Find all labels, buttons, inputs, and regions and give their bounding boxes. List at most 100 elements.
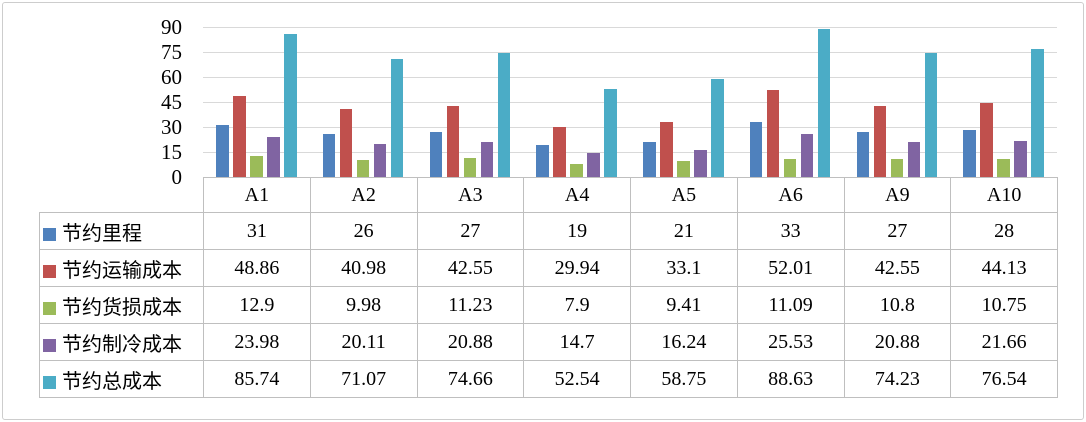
bar-a4-series2	[553, 127, 566, 177]
value-cell-a2-series1: 26	[309, 212, 418, 250]
bar-a9-series5	[924, 53, 938, 177]
value-cell-a6-series1: 33	[736, 212, 845, 250]
series-name: 节约总成本	[62, 370, 162, 393]
value-cell-a1-series5: 85.74	[203, 360, 311, 398]
y-axis-tick-label: 30	[161, 115, 182, 139]
bar-a2-series1	[322, 133, 336, 177]
value-cell-a3-series4: 20.88	[416, 323, 525, 361]
value-cell-a3-series1: 27	[416, 212, 525, 250]
bar-a9-series4	[907, 142, 921, 177]
value-cell-a5-series1: 21	[630, 212, 738, 250]
bar-a4-series3	[570, 163, 583, 177]
bar-a3-series5	[497, 52, 511, 177]
bar-a2-series4	[373, 143, 387, 177]
bar-a1-series3	[250, 155, 263, 177]
series-color-swatch	[43, 227, 56, 241]
value-cell-a4-series2: 29.94	[523, 249, 631, 287]
bar-a10-series2	[980, 103, 993, 177]
bar-a5-series3	[677, 161, 690, 177]
value-cell-a10-series5: 76.54	[950, 360, 1058, 398]
bar-a1-series2	[233, 95, 246, 177]
value-cell-a6-series5: 88.63	[736, 360, 845, 398]
value-cell-a9-series5: 74.23	[843, 360, 952, 398]
y-axis-tick-label: 90	[161, 15, 182, 39]
gridline-60	[203, 77, 1057, 78]
value-cell-a1-series1: 31	[203, 212, 311, 250]
series-color-swatch	[43, 338, 56, 352]
y-axis-tick-label: 75	[161, 40, 182, 64]
bar-a1-series5	[284, 34, 297, 177]
series-label-cell: 节约制冷成本	[39, 323, 204, 361]
series-name: 节约运输成本	[62, 259, 182, 282]
value-cell-a4-series1: 19	[523, 212, 631, 250]
bar-a4-series5	[604, 89, 617, 177]
table-row-series1: 节约里程 31 26 27 19 21 33 27 28	[39, 212, 1058, 250]
column-header-a5: A5	[630, 177, 738, 213]
bar-a2-series2	[339, 108, 353, 177]
bar-a4-series4	[587, 152, 600, 177]
series-label-cell: 节约里程	[39, 212, 204, 250]
table-row-series5: 节约总成本 85.74 71.07 74.66 52.54 58.75 88.63 74.23…	[39, 360, 1058, 398]
bar-a5-series4	[694, 149, 707, 177]
bar-a9-series3	[890, 159, 904, 177]
bar-a6-series1	[749, 122, 763, 177]
value-cell-a2-series4: 20.11	[309, 323, 418, 361]
column-header-a10: A10	[950, 177, 1058, 213]
value-cell-a9-series3: 10.8	[843, 286, 952, 324]
gridline-90	[203, 27, 1057, 28]
plot-area	[203, 27, 1057, 177]
bar-a10-series3	[997, 159, 1010, 177]
value-cell-a1-series3: 12.9	[203, 286, 311, 324]
value-cell-a6-series4: 25.53	[736, 323, 845, 361]
series-color-swatch	[43, 375, 56, 389]
series-label-cell: 节约总成本	[39, 360, 204, 398]
series-name: 节约里程	[62, 222, 142, 245]
value-cell-a3-series3: 11.23	[416, 286, 525, 324]
column-header-a6: A6	[736, 177, 845, 213]
column-header-a1: A1	[203, 177, 311, 213]
series-color-swatch	[43, 301, 56, 315]
gridline-15	[203, 152, 1057, 153]
bar-a5-series5	[711, 79, 724, 177]
value-cell-a6-series3: 11.09	[736, 286, 845, 324]
value-cell-a5-series5: 58.75	[630, 360, 738, 398]
bar-a6-series4	[800, 134, 814, 177]
value-cell-a3-series5: 74.66	[416, 360, 525, 398]
bar-a3-series2	[446, 106, 460, 177]
bar-a2-series5	[390, 58, 404, 177]
value-cell-a4-series5: 52.54	[523, 360, 631, 398]
value-cell-a9-series1: 27	[843, 212, 952, 250]
value-cell-a3-series2: 42.55	[416, 249, 525, 287]
series-name: 节约制冷成本	[62, 333, 182, 356]
value-cell-a5-series4: 16.24	[630, 323, 738, 361]
value-cell-a5-series3: 9.41	[630, 286, 738, 324]
column-header-a9: A9	[843, 177, 952, 213]
value-cell-a1-series2: 48.86	[203, 249, 311, 287]
y-axis-tick-label: 60	[161, 65, 182, 89]
table-row-series4: 节约制冷成本 23.98 20.11 20.88 14.7 16.24 25.53 20.88…	[39, 323, 1058, 361]
value-cell-a5-series2: 33.1	[630, 249, 738, 287]
gridline-45	[203, 102, 1057, 103]
bar-a3-series4	[480, 142, 494, 177]
value-cell-a9-series4: 20.88	[843, 323, 952, 361]
value-cell-a2-series5: 71.07	[309, 360, 418, 398]
series-label-cell: 节约运输成本	[39, 249, 204, 287]
bar-a10-series5	[1031, 49, 1044, 177]
value-cell-a10-series1: 28	[950, 212, 1058, 250]
value-cell-a1-series4: 23.98	[203, 323, 311, 361]
y-axis-tick-label: 45	[161, 90, 182, 114]
value-cell-a10-series3: 10.75	[950, 286, 1058, 324]
column-header-a3: A3	[416, 177, 525, 213]
bar-a4-series1	[536, 145, 549, 177]
table-header-row: A1 A2 A3 A4 A5 A6 A9 A10	[40, 177, 1058, 213]
bar-a6-series3	[783, 158, 797, 177]
bar-a6-series5	[817, 29, 831, 177]
bar-a9-series2	[873, 106, 887, 177]
value-cell-a4-series3: 7.9	[523, 286, 631, 324]
bar-a10-series4	[1014, 140, 1027, 177]
data-table: A1 A2 A3 A4 A5 A6 A9 A10 节约里程 31 26 27 19 21 33 27 28 节约…	[39, 177, 1058, 398]
value-cell-a2-series3: 9.98	[309, 286, 418, 324]
bar-a9-series1	[856, 132, 870, 177]
series-label-cell: 节约货损成本	[39, 286, 204, 324]
